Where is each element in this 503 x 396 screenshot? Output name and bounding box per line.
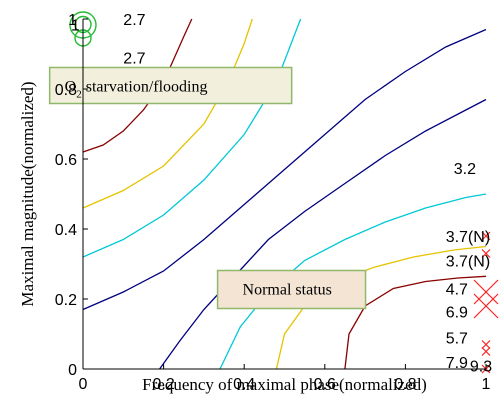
point-label: 2.7 (123, 12, 145, 29)
region-labels: O2 starvation/flooding Normal status (48, 66, 367, 310)
point-label: 1 (71, 17, 80, 34)
point-label: 6.9 (446, 304, 468, 321)
y-axis-title: Maximal magnitude(normalized) (18, 81, 37, 306)
x-tick-label: 0.2 (152, 376, 174, 393)
x-tick-label: 1 (482, 376, 491, 393)
data-marker-x (481, 249, 491, 258)
point-label: 7.9 (446, 355, 468, 372)
y-tick-label: 0.4 (55, 222, 77, 239)
point-labels: 2.7 2.7 1 3.2 3.7(N) 3.7(N) 4.7 6.9 5.7 7.9 9.3 (71, 12, 492, 376)
plot-area: O2 starvation/flooding Normal status 2.7… (48, 11, 499, 376)
data-marker-x (473, 279, 499, 305)
contour-line (82, 18, 193, 153)
normal-label: Normal status (243, 282, 332, 299)
x-tick-label: 0.6 (314, 376, 336, 393)
data-marker-x (481, 347, 491, 356)
data-marker-x (481, 231, 491, 241)
region-box-normal: Normal status (216, 269, 367, 310)
axes: 0 0.2 0.4 0.6 0.8 1 0 0.2 0.4 0.6 0.8 1 Frequency … (18, 12, 491, 394)
region-box-starvation: O2 starvation/flooding (48, 66, 293, 105)
point-label: 3.7(N) (446, 254, 490, 271)
data-marker-x (481, 340, 491, 349)
y-tick-label: 1 (68, 12, 77, 29)
contour-lines (82, 18, 487, 370)
contour-line (159, 98, 487, 370)
point-label: 3.2 (454, 161, 476, 178)
x-tick-label: 0.4 (233, 376, 255, 393)
y-tick-label: 0 (68, 362, 77, 379)
y-tick-label: 0.6 (55, 152, 77, 169)
y-ticks: 0 0.2 0.4 0.6 0.8 1 (55, 12, 88, 379)
point-label: 5.7 (446, 331, 468, 348)
point-label: 4.7 (446, 282, 468, 299)
contour-line (82, 18, 302, 258)
point-label: 9.3 (470, 359, 492, 376)
x-tick-label: 0 (79, 376, 88, 393)
point-label: 3.7(N) (446, 229, 490, 246)
data-marker-x (473, 293, 499, 319)
y-tick-label: 0.8 (55, 82, 77, 99)
contour-line (219, 193, 487, 370)
point-label: 2.7 (123, 51, 145, 68)
x-tick-label: 0.8 (394, 376, 416, 393)
normal-box (216, 269, 367, 310)
contour-line (344, 275, 487, 370)
starvation-box (48, 66, 293, 105)
y-tick-label: 0.2 (55, 292, 77, 309)
contour-line (82, 28, 487, 311)
x-ticks: 0 0.2 0.4 0.6 0.8 1 (79, 364, 491, 393)
starvation-label: O2 starvation/flooding (65, 79, 208, 101)
contour-line (82, 18, 253, 209)
x-axis-title: Frequency of maximal phase(normalized) (142, 375, 427, 394)
